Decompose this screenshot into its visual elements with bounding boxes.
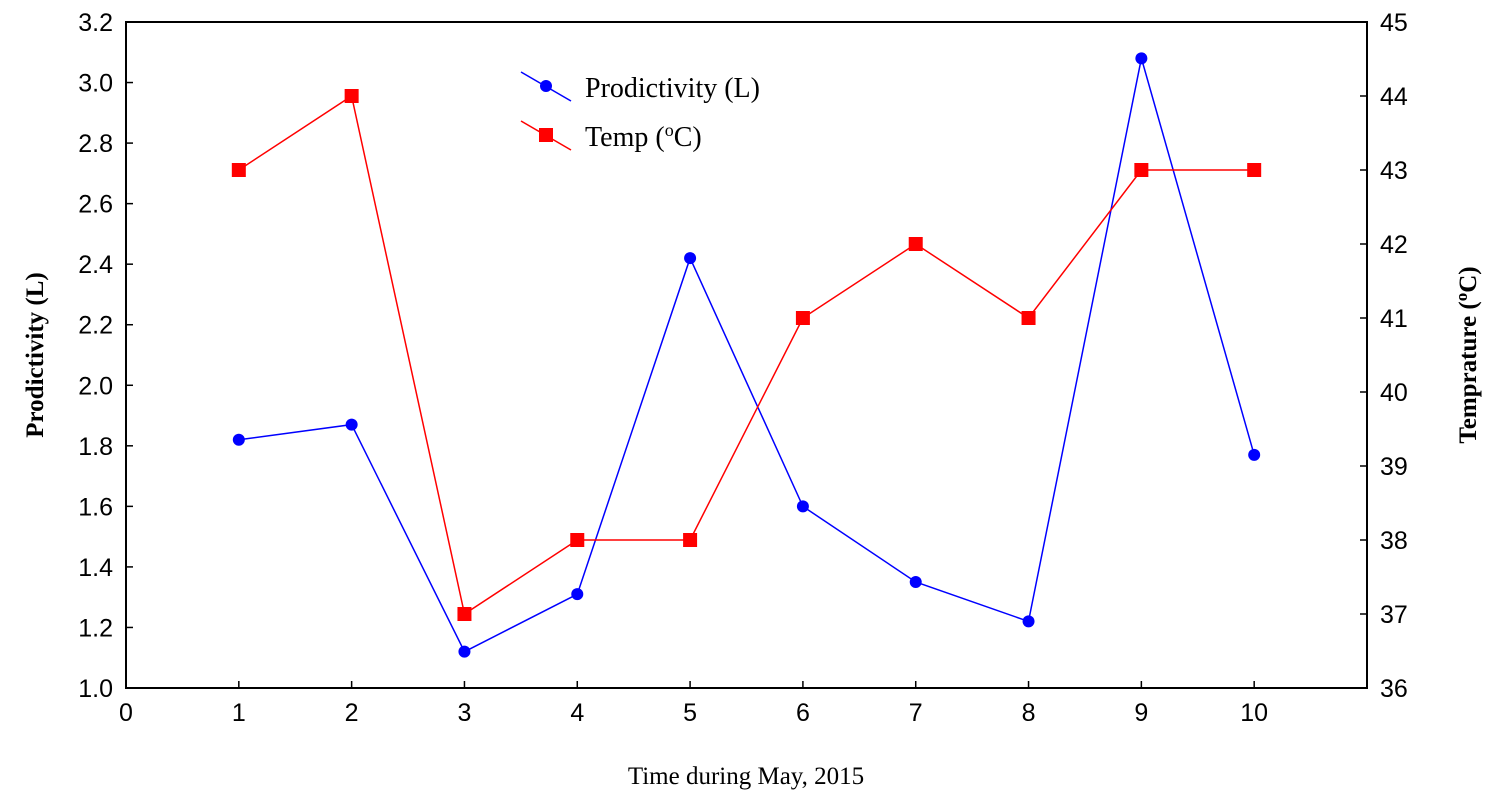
legend-label-productivity: Prodictivity (L) xyxy=(585,73,760,104)
series-line-1 xyxy=(238,94,1255,616)
series-point-1 xyxy=(570,533,585,547)
y-right-tick-label: 41 xyxy=(1380,305,1408,333)
x-tick-label: 7 xyxy=(909,699,923,727)
legend-label-temp-suffix: C) xyxy=(674,122,702,153)
legend: Prodictivity (L) Temp (oC) xyxy=(520,71,760,153)
plot-frame xyxy=(125,21,1368,689)
legend-marker-productivity xyxy=(540,80,552,92)
x-tick-label: 2 xyxy=(345,699,359,727)
y-left-tick-label: 3.0 xyxy=(78,70,113,98)
y-left-tick-label: 2.8 xyxy=(78,130,113,158)
series-point-1 xyxy=(795,311,810,325)
series-point-1 xyxy=(231,163,246,177)
series-point-1 xyxy=(1021,311,1036,325)
x-tick-label: 3 xyxy=(458,699,472,727)
series-point-0 xyxy=(1135,52,1148,65)
y-right-tick-label: 37 xyxy=(1380,601,1408,629)
y-right-tick-label: 40 xyxy=(1380,379,1408,407)
y-left-tick-label: 1.8 xyxy=(78,433,113,461)
series-point-0 xyxy=(684,252,697,265)
series-point-1 xyxy=(344,89,359,103)
y-axis-left: 1.0 1.2 1.4 1.6 1.8 2.0 2.2 2.4 2.6 2.8 3.0 3.2 xyxy=(78,9,133,703)
y-left-tick-label: 2.0 xyxy=(78,372,113,400)
y-left-tick-label: 2.2 xyxy=(78,312,113,340)
y-right-tick-label: 45 xyxy=(1380,9,1408,37)
legend-label-temp: Temp (oC) xyxy=(585,120,702,153)
y-axis-right-title-suffix: C) xyxy=(1455,266,1482,292)
y-left-tick-label: 1.2 xyxy=(78,614,113,642)
x-tick-label: 6 xyxy=(796,699,810,727)
y-axis-right: 36 37 38 39 40 41 42 43 44 45 xyxy=(1360,9,1408,703)
series-point-1 xyxy=(683,533,698,547)
y-right-tick-label: 44 xyxy=(1380,83,1408,111)
x-tick-label: 0 xyxy=(119,699,133,727)
series-line-0 xyxy=(238,58,1255,653)
series-point-1 xyxy=(1134,163,1149,177)
y-right-tick-label: 42 xyxy=(1380,231,1408,259)
series-point-0 xyxy=(571,588,584,601)
y-left-tick-label: 1.4 xyxy=(78,554,113,582)
x-tick-label: 10 xyxy=(1240,699,1268,727)
y-right-tick-label: 38 xyxy=(1380,527,1408,555)
y-axis-right-title: Temprature (oC) xyxy=(1452,266,1482,443)
y-right-tick-label: 43 xyxy=(1380,157,1408,185)
y-left-tick-label: 1.0 xyxy=(78,675,113,703)
legend-label-temp-degree: o xyxy=(665,120,674,140)
y-left-tick-label: 1.6 xyxy=(78,493,113,521)
series-point-0 xyxy=(232,433,245,446)
x-axis-title: Time during May, 2015 xyxy=(628,763,864,790)
y-axis-left-title: Prodictivity (L) xyxy=(22,272,49,437)
legend-label-temp-prefix: Temp ( xyxy=(585,122,665,153)
series-point-0 xyxy=(458,645,471,658)
x-tick-label: 8 xyxy=(1022,699,1036,727)
legend-marker-temp xyxy=(539,128,553,142)
series-point-0 xyxy=(345,418,358,431)
series-point-0 xyxy=(796,500,809,513)
y-left-tick-label: 3.2 xyxy=(78,9,113,37)
series-point-1 xyxy=(908,237,923,251)
y-right-tick-label: 39 xyxy=(1380,453,1408,481)
series-point-0 xyxy=(1022,615,1035,628)
x-tick-label: 4 xyxy=(570,699,584,727)
series-point-0 xyxy=(909,576,922,589)
x-tick-label: 9 xyxy=(1134,699,1148,727)
series-point-0 xyxy=(1248,448,1261,461)
y-axis-right-title-degree: o xyxy=(1452,293,1471,302)
y-axis-right-title-prefix: Temprature ( xyxy=(1455,301,1482,443)
x-tick-label: 1 xyxy=(232,699,246,727)
y-left-tick-label: 2.6 xyxy=(78,191,113,219)
series-layer xyxy=(231,52,1262,658)
x-tick-label: 5 xyxy=(683,699,697,727)
y-right-tick-label: 36 xyxy=(1380,675,1408,703)
series-point-1 xyxy=(457,607,472,621)
x-axis: 0 1 2 3 4 5 6 7 8 9 10 xyxy=(119,681,1268,727)
y-left-tick-label: 2.4 xyxy=(78,251,113,279)
series-point-1 xyxy=(1247,163,1262,177)
